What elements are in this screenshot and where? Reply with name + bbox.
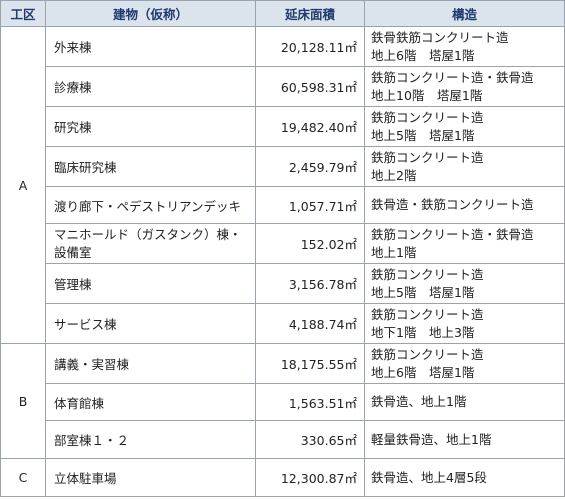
structure: 鉄骨鉄筋コンクリート造 地上6階 塔屋1階 — [364, 26, 565, 67]
floor-area: 1,057.71㎡ — [255, 186, 365, 224]
table-row: マニホールド（ガスタンク）棟・ 設備室 152.02㎡ 鉄筋コンクリート造・鉄骨造… — [1, 223, 565, 264]
zone-cell-a: A — [0, 26, 46, 344]
structure: 鉄骨造、地上1階 — [364, 383, 565, 421]
building-name: 管理棟 — [45, 263, 256, 304]
floor-area: 3,156.78㎡ — [255, 263, 365, 304]
floor-area: 1,563.51㎡ — [255, 383, 365, 421]
floor-area: 2,459.79㎡ — [255, 146, 365, 187]
building-name: 研究棟 — [45, 106, 256, 147]
header-building-name: 建物（仮称） — [45, 0, 256, 27]
structure: 鉄筋コンクリート造・鉄骨造 地上10階 塔屋1階 — [364, 66, 565, 107]
structure: 鉄筋コンクリート造 地上5階 塔屋1階 — [364, 263, 565, 304]
structure: 鉄骨造、地上4層5段 — [364, 458, 565, 497]
header-zone: 工区 — [0, 0, 46, 27]
table-row: C 立体駐車場 12,300.87㎡ 鉄骨造、地上4層5段 — [0, 458, 565, 497]
building-name: 体育館棟 — [45, 383, 256, 421]
floor-area: 152.02㎡ — [255, 223, 365, 264]
building-name: マニホールド（ガスタンク）棟・ 設備室 — [45, 223, 256, 264]
floor-area: 330.65㎡ — [255, 420, 365, 459]
structure: 鉄骨造・鉄筋コンクリート造 — [364, 186, 565, 224]
header-floor-area: 延床面積 — [255, 0, 365, 27]
table-row: サービス棟 4,188.74㎡ 鉄筋コンクリート造 地下1階 地上3階 — [1, 303, 565, 344]
table-row: 診療棟 60,598.31㎡ 鉄筋コンクリート造・鉄骨造 地上10階 塔屋1階 — [1, 66, 565, 107]
floor-area: 12,300.87㎡ — [255, 458, 365, 497]
floor-area: 20,128.11㎡ — [255, 26, 365, 67]
building-name: 立体駐車場 — [45, 458, 256, 497]
floor-area: 60,598.31㎡ — [255, 66, 365, 107]
table-row: 研究棟 19,482.40㎡ 鉄筋コンクリート造 地上5階 塔屋1階 — [1, 106, 565, 147]
table-row: 体育館棟 1,563.51㎡ 鉄骨造、地上1階 — [1, 383, 565, 421]
building-name: 臨床研究棟 — [45, 146, 256, 187]
table-row: B 講義・実習棟 18,175.55㎡ 鉄筋コンクリート造 地上6階 塔屋1階 — [0, 343, 565, 459]
building-name: 渡り廊下・ペデストリアンデッキ — [45, 186, 256, 224]
building-name: 診療棟 — [45, 66, 256, 107]
floor-area: 4,188.74㎡ — [255, 303, 365, 344]
structure: 鉄筋コンクリート造 地下1階 地上3階 — [364, 303, 565, 344]
floor-area: 19,482.40㎡ — [255, 106, 365, 147]
zone-cell-c: C — [0, 458, 46, 497]
zone-cell-b: B — [0, 343, 46, 459]
building-name: 部室棟１・２ — [45, 420, 256, 459]
table-row: 管理棟 3,156.78㎡ 鉄筋コンクリート造 地上5階 塔屋1階 — [1, 263, 565, 304]
floor-area: 18,175.55㎡ — [255, 343, 365, 384]
structure: 鉄筋コンクリート造 地上6階 塔屋1階 — [364, 343, 565, 384]
table-row: 臨床研究棟 2,459.79㎡ 鉄筋コンクリート造 地上2階 — [1, 146, 565, 187]
structure: 軽量鉄骨造、地上1階 — [364, 420, 565, 459]
table-row: 渡り廊下・ペデストリアンデッキ 1,057.71㎡ 鉄骨造・鉄筋コンクリート造 — [1, 186, 565, 224]
structure: 鉄筋コンクリート造・鉄骨造 地上1階 — [364, 223, 565, 264]
building-name: 講義・実習棟 — [45, 343, 256, 384]
building-name: 外来棟 — [45, 26, 256, 67]
structure: 鉄筋コンクリート造 地上5階 塔屋1階 — [364, 106, 565, 147]
building-name: サービス棟 — [45, 303, 256, 344]
table-row: A 外来棟 20,128.11㎡ 鉄骨鉄筋コンクリート造 地上6階 塔屋1階 — [0, 26, 565, 344]
header-row: 工区 建物（仮称） 延床面積 構造 — [0, 0, 565, 27]
header-structure: 構造 — [364, 0, 565, 27]
table-row: 部室棟１・２ 330.65㎡ 軽量鉄骨造、地上1階 — [1, 420, 565, 459]
structure: 鉄筋コンクリート造 地上2階 — [364, 146, 565, 187]
